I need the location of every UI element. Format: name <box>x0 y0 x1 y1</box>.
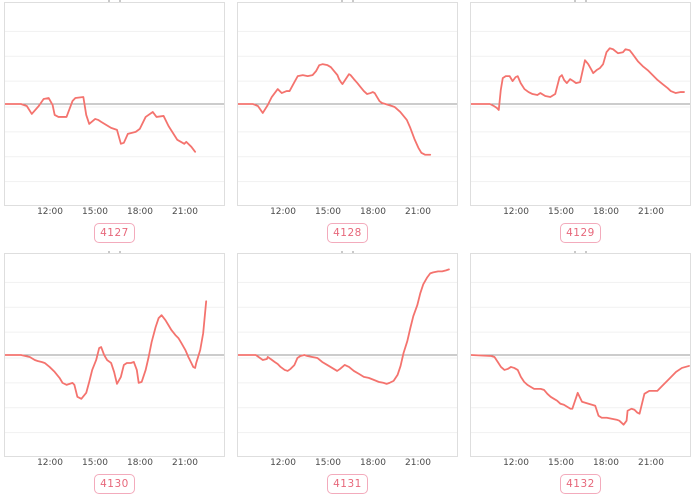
line-chart-svg <box>238 30 457 183</box>
badge-row: 4127 <box>4 221 225 244</box>
plot-area <box>237 253 458 457</box>
plot-area <box>470 253 691 457</box>
chart-card: 12:00 15:00 18:00 21:00 4130 <box>4 251 225 495</box>
plot-area <box>4 2 225 206</box>
clipped-chart-title-fragment <box>470 0 691 2</box>
chart-card: 12:00 15:00 18:00 21:00 4128 <box>237 0 458 244</box>
plot-area <box>470 2 691 206</box>
x-axis-tick-label: 18:00 <box>360 207 386 217</box>
badge-row: 4132 <box>470 472 691 495</box>
x-axis-tick-label: 21:00 <box>405 207 431 217</box>
plot-area <box>4 253 225 457</box>
x-axis-tick-label: 21:00 <box>638 458 664 468</box>
clipped-chart-title-fragment <box>237 0 458 2</box>
x-axis-tick-label: 18:00 <box>127 207 153 217</box>
badge-row: 4128 <box>237 221 458 244</box>
chart-id-badge[interactable]: 4131 <box>327 474 368 495</box>
x-axis-ticks: 12:00 15:00 18:00 21:00 <box>237 458 458 470</box>
line-chart-svg <box>238 268 457 434</box>
line-chart-svg <box>471 281 690 434</box>
chart-card: 12:00 15:00 18:00 21:00 4132 <box>470 251 691 495</box>
series-line <box>238 268 450 385</box>
x-axis-tick-label: 15:00 <box>315 458 341 468</box>
x-axis-tick-label: 18:00 <box>360 458 386 468</box>
series-line <box>471 354 690 426</box>
x-axis-tick-label: 15:00 <box>82 207 108 217</box>
x-axis-ticks: 12:00 15:00 18:00 21:00 <box>470 458 691 470</box>
badge-row: 4129 <box>470 221 691 244</box>
x-axis-ticks: 12:00 15:00 18:00 21:00 <box>470 207 691 219</box>
x-axis-tick-label: 18:00 <box>593 207 619 217</box>
chart-card: 12:00 15:00 18:00 21:00 4127 <box>4 0 225 244</box>
chart-card: 12:00 15:00 18:00 21:00 4131 <box>237 251 458 495</box>
x-axis-tick-label: 12:00 <box>503 207 529 217</box>
chart-id-badge[interactable]: 4128 <box>327 223 368 244</box>
x-axis-tick-label: 15:00 <box>315 207 341 217</box>
x-axis-tick-label: 21:00 <box>638 207 664 217</box>
series-line <box>238 63 432 156</box>
line-chart-svg <box>5 30 224 183</box>
clipped-chart-title-fragment <box>4 0 225 2</box>
chart-id-badge[interactable]: 4132 <box>560 474 601 495</box>
chart-id-badge[interactable]: 4129 <box>560 223 601 244</box>
clipped-chart-title-fragment <box>470 251 691 253</box>
x-axis-ticks: 12:00 15:00 18:00 21:00 <box>237 207 458 219</box>
x-axis-tick-label: 15:00 <box>548 458 574 468</box>
series-line <box>5 96 197 153</box>
x-axis-tick-label: 21:00 <box>405 458 431 468</box>
chart-id-badge[interactable]: 4127 <box>94 223 135 244</box>
x-axis-ticks: 12:00 15:00 18:00 21:00 <box>4 207 225 219</box>
chart-id-badge[interactable]: 4130 <box>94 474 135 495</box>
x-axis-tick-label: 21:00 <box>172 458 198 468</box>
clipped-chart-title-fragment <box>4 251 225 253</box>
badge-row: 4131 <box>237 472 458 495</box>
x-axis-tick-label: 18:00 <box>593 458 619 468</box>
series-line <box>471 47 685 111</box>
clipped-chart-title-fragment <box>237 251 458 253</box>
series-line <box>5 300 208 400</box>
plot-area <box>237 2 458 206</box>
badge-row: 4130 <box>4 472 225 495</box>
x-axis-tick-label: 12:00 <box>270 207 296 217</box>
x-axis-ticks: 12:00 15:00 18:00 21:00 <box>4 458 225 470</box>
x-axis-tick-label: 12:00 <box>37 207 63 217</box>
x-axis-tick-label: 21:00 <box>172 207 198 217</box>
x-axis-tick-label: 12:00 <box>37 458 63 468</box>
x-axis-tick-label: 12:00 <box>270 458 296 468</box>
x-axis-tick-label: 15:00 <box>82 458 108 468</box>
line-chart-svg <box>5 281 224 434</box>
x-axis-tick-label: 18:00 <box>127 458 153 468</box>
chart-card: 12:00 15:00 18:00 21:00 4129 <box>470 0 691 244</box>
x-axis-tick-label: 15:00 <box>548 207 574 217</box>
line-chart-svg <box>471 30 690 183</box>
x-axis-tick-label: 12:00 <box>503 458 529 468</box>
